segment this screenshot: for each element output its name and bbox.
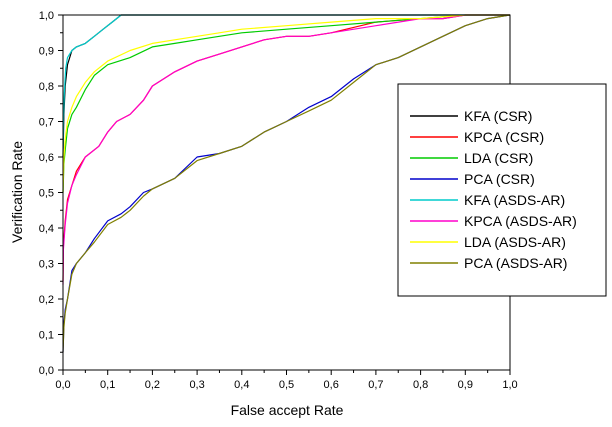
series-line-6 — [62, 14, 510, 285]
legend-label: LDA (CSR) — [464, 150, 533, 166]
x-tick-label: 0,1 — [100, 379, 115, 391]
y-tick-label: 0,6 — [39, 152, 54, 164]
legend: KFA (CSR) KPCA (CSR) LDA (CSR) PCA (CSR) KFA… — [397, 83, 607, 297]
y-tick-label: 0,1 — [39, 330, 54, 342]
legend-label: PCA (ASDS-AR) — [464, 255, 567, 271]
series-group — [62, 14, 511, 353]
legend-label: LDA (ASDS-AR) — [464, 234, 566, 250]
x-tick-label: 0,6 — [324, 379, 339, 391]
y-tick-label: 0,5 — [39, 188, 54, 200]
x-tick-label: 0,8 — [413, 379, 428, 391]
y-axis-title: Verification Rate — [9, 141, 25, 243]
legend-label: KFA (CSR) — [464, 108, 532, 124]
y-tick-label: 0,4 — [39, 223, 54, 235]
x-tick-label: 0,4 — [234, 379, 249, 391]
x-tick-label: 0,0 — [55, 379, 70, 391]
series-line-3 — [62, 14, 510, 193]
series-line-8 — [62, 14, 511, 353]
legend-label: PCA (CSR) — [464, 171, 535, 187]
x-tick-label: 0,3 — [189, 379, 204, 391]
legend-label: KPCA (ASDS-AR) — [464, 213, 577, 229]
legend-label: KPCA (CSR) — [464, 129, 544, 145]
x-tick-label: 0,9 — [458, 379, 473, 391]
x-tick-label: 0,2 — [145, 379, 160, 391]
legend-label: KFA (ASDS-AR) — [464, 192, 565, 208]
legend-box — [397, 83, 607, 297]
ticks-group: 0,0 0,1 0,2 0,3 0,4 0,5 0,6 0,7 0,8 0,9 1,0 0,0 0,1 0… — [39, 10, 518, 391]
y-tick-label: 1,0 — [39, 10, 54, 22]
x-tick-label: 0,7 — [368, 379, 383, 391]
series-line-5 — [62, 14, 510, 158]
y-tick-label: 0,9 — [39, 46, 54, 58]
y-tick-label: 0,3 — [39, 259, 54, 271]
x-tick-label: 1,0 — [502, 379, 517, 391]
y-tick-label: 0,8 — [39, 81, 54, 93]
y-tick-label: 0,7 — [39, 117, 54, 129]
x-axis-title: False accept Rate — [231, 402, 344, 418]
y-tick-label: 0,2 — [39, 294, 54, 306]
x-tick-label: 0,5 — [279, 379, 294, 391]
y-tick-label: 0,0 — [39, 365, 54, 377]
series-line-7 — [62, 14, 510, 193]
